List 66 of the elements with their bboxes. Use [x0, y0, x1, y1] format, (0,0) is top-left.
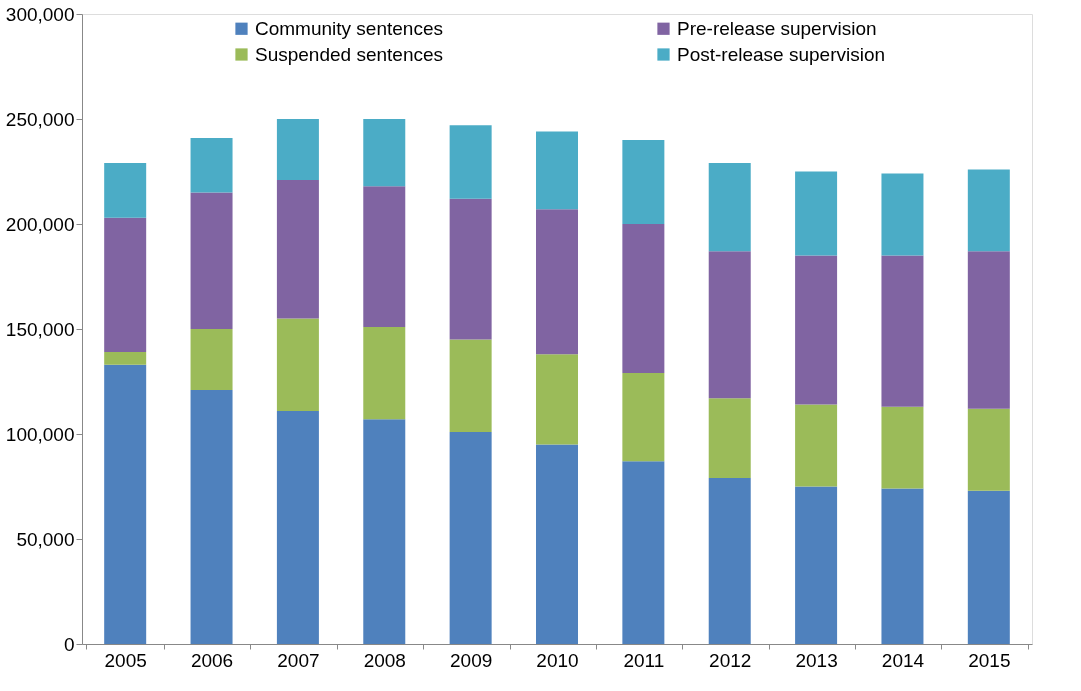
bar: [622, 373, 665, 462]
bar: [536, 354, 578, 445]
y-tick-label: 300,000: [5, 3, 75, 25]
x-tick-label: 2014: [881, 649, 925, 671]
bar: [449, 125, 492, 199]
y-tick-label: 50,000: [16, 528, 75, 550]
bar: [104, 217, 147, 353]
x-tick-label: 2005: [104, 649, 147, 671]
bar: [190, 389, 233, 644]
x-tick-label: 2011: [623, 649, 665, 671]
y-tick-label: 250,000: [5, 108, 75, 130]
bar: [536, 209, 578, 355]
bar: [363, 326, 406, 420]
legend-label: Pre-release supervision: [677, 17, 877, 39]
bar: [104, 163, 147, 218]
x-tick-label: 2012: [709, 649, 752, 671]
x-tick-label: 2009: [450, 649, 493, 671]
bar: [795, 404, 838, 487]
y-tick-label: 200,000: [5, 213, 75, 235]
x-tick-label: 2006: [190, 649, 234, 671]
bar: [708, 163, 751, 252]
x-tick-label: 2007: [277, 649, 320, 671]
bar: [363, 119, 406, 187]
bar: [622, 224, 665, 374]
bar: [276, 318, 319, 411]
bar: [881, 173, 924, 256]
bar: [708, 478, 751, 644]
bar: [622, 461, 665, 644]
bar: [967, 251, 1010, 409]
bar: [622, 140, 665, 224]
bar: [190, 329, 233, 390]
bar: [449, 431, 492, 644]
bar: [881, 406, 924, 489]
legend-label: Suspended sentences: [255, 43, 444, 65]
bar: [536, 444, 578, 644]
bar: [449, 198, 492, 340]
bar: [276, 410, 319, 644]
bar: [363, 419, 406, 644]
x-tick-label: 2015: [968, 649, 1011, 671]
legend-label: Post-release supervision: [677, 43, 886, 65]
y-tick-label: 100,000: [5, 423, 75, 445]
y-tick-label: 0: [63, 633, 75, 655]
y-tick-label: 150,000: [5, 318, 75, 340]
bar: [363, 186, 406, 327]
bar: [795, 171, 838, 256]
bar: [967, 169, 1010, 252]
bar: [881, 488, 924, 644]
legend-label: Community sentences: [255, 17, 443, 39]
bar: [190, 192, 233, 329]
bar: [708, 398, 751, 479]
bar: [104, 364, 147, 644]
x-tick-label: 2013: [795, 649, 838, 671]
bar: [276, 119, 319, 180]
bar: [795, 255, 838, 405]
x-tick-label: 2008: [363, 649, 406, 671]
bar: [449, 339, 492, 432]
bar: [967, 408, 1010, 491]
bar: [536, 131, 578, 210]
bar: [708, 251, 751, 399]
bar: [795, 486, 838, 644]
bar: [276, 179, 319, 319]
bar: [967, 490, 1010, 644]
bar: [190, 137, 233, 193]
bar: [104, 352, 147, 365]
x-tick-label: 2010: [536, 649, 579, 671]
bar: [881, 255, 924, 407]
